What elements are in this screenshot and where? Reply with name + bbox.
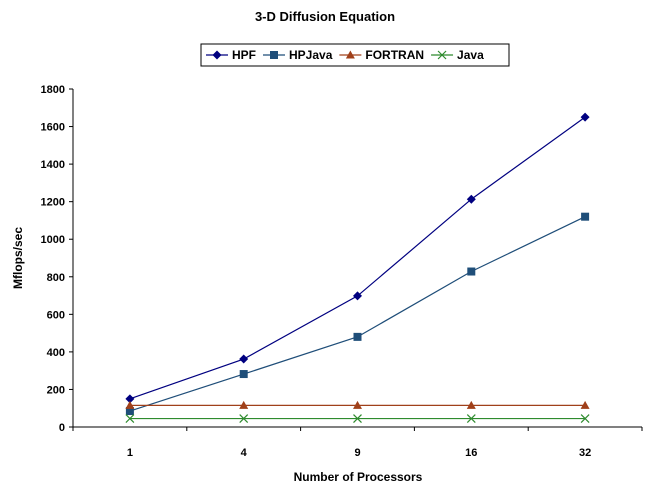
y-tick-label: 1000: [41, 234, 65, 246]
x-tick-label: 9: [354, 447, 360, 459]
y-tick-label: 200: [47, 384, 65, 396]
chart-title: 3-D Diffusion Equation: [255, 9, 395, 24]
data-point: [353, 291, 362, 301]
legend-marker: [345, 50, 355, 59]
series-layer: [125, 112, 590, 423]
y-tick-label: 800: [47, 272, 65, 284]
legend-item-hpjava: HPJava: [263, 48, 333, 62]
legend: HPF HPJava FORTRAN Java: [206, 48, 484, 62]
legend-label: Java: [457, 48, 484, 62]
legend-marker: [270, 51, 278, 59]
data-point: [239, 370, 248, 379]
y-tick-label: 1400: [41, 159, 65, 171]
data-point: [580, 112, 590, 122]
series-fortran: [125, 400, 590, 409]
x-tick-label: 1: [127, 447, 133, 459]
legend-label: HPJava: [289, 48, 333, 62]
y-axis-title: Mflops/sec: [11, 227, 25, 289]
data-point: [239, 414, 249, 423]
x-tick-label: 32: [579, 447, 591, 459]
legend-item-hpf: HPF: [206, 48, 256, 62]
x-tick-label: 4: [241, 447, 248, 459]
series-hpf: [125, 112, 590, 404]
data-point: [125, 414, 135, 423]
y-tick-label: 1800: [41, 84, 65, 96]
data-point: [353, 332, 362, 341]
series-java: [125, 414, 590, 423]
series-hpjava: [125, 212, 590, 416]
y-tick-label: 0: [59, 422, 65, 434]
x-axis-title: Number of Processors: [294, 470, 423, 484]
data-point: [125, 394, 135, 404]
x-tick-label: 16: [465, 447, 477, 459]
data-point: [239, 354, 249, 364]
series-line: [129, 216, 586, 412]
axes: 0 200 400 600 800 1000 1200 1400 1600 1800 1 4 9 16 32: [41, 84, 643, 459]
legend-marker: [212, 50, 222, 60]
data-point: [353, 400, 362, 409]
data-point: [580, 400, 590, 409]
legend-label: HPF: [232, 48, 256, 62]
data-point: [466, 414, 476, 423]
legend-label: FORTRAN: [365, 48, 424, 62]
data-point: [467, 267, 476, 276]
data-point: [353, 414, 362, 423]
legend-item-java: Java: [431, 48, 484, 62]
data-point: [125, 400, 135, 409]
series-line: [129, 116, 586, 400]
data-point: [239, 400, 249, 409]
y-tick-label: 1200: [41, 197, 65, 209]
data-point: [581, 212, 590, 221]
y-tick-label: 1600: [41, 122, 65, 134]
legend-marker: [437, 50, 447, 60]
legend-item-fortran: FORTRAN: [339, 48, 424, 62]
y-tick-label: 600: [47, 309, 65, 321]
data-point: [125, 407, 134, 416]
data-point: [580, 414, 590, 423]
data-point: [466, 400, 476, 409]
data-point: [466, 194, 476, 204]
y-tick-label: 400: [47, 347, 65, 359]
